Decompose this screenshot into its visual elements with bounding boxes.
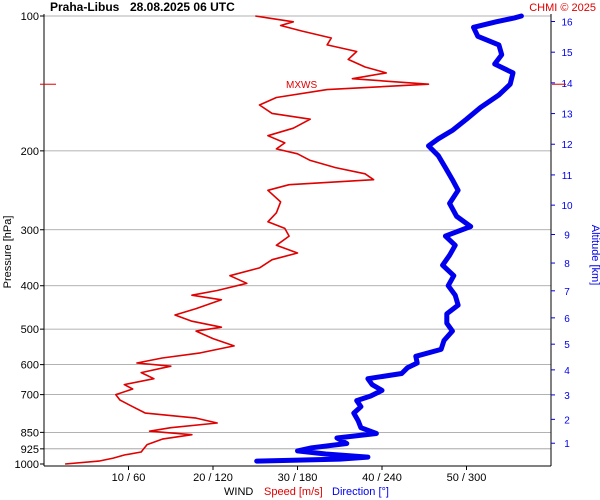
- altitude-tick-label: 6: [564, 314, 570, 325]
- speed-axis-label: Speed [m/s]: [264, 486, 323, 498]
- pressure-tick-label: 700: [21, 390, 39, 402]
- altitude-tick-label: 15: [561, 48, 573, 59]
- direction-axis-label: Direction [°]: [332, 486, 389, 498]
- datetime-title: 28.08.2025 06 UTC: [130, 0, 235, 14]
- pressure-tick-label: 300: [21, 225, 39, 237]
- pressure-tick-label: 400: [21, 281, 39, 293]
- altitude-tick-label: 3: [564, 391, 570, 402]
- altitude-tick-label: 9: [564, 231, 570, 242]
- pressure-tick-label: 100: [21, 11, 39, 23]
- altitude-tick-label: 11: [562, 171, 573, 182]
- altitude-tick-label: 16: [561, 18, 573, 29]
- altitude-axis-label: Altitude [km]: [589, 225, 600, 286]
- altitude-tick-label: 7: [564, 287, 570, 298]
- direction-series-line: [254, 13, 524, 464]
- altitude-tick-label: 1: [564, 439, 570, 450]
- credit-label: CHMI © 2025: [529, 2, 596, 14]
- wind-tick-label: 20 / 120: [193, 472, 233, 484]
- altitude-tick-label: 12: [561, 140, 573, 151]
- altitude-tick-label: 13: [561, 110, 573, 121]
- altitude-tick-label: 4: [564, 366, 570, 377]
- pressure-tick-label: 200: [21, 146, 39, 158]
- altitude-tick-label: 5: [564, 340, 570, 351]
- altitude-tick-label: 14: [561, 79, 573, 90]
- wind-series: [65, 13, 524, 465]
- pressure-tick-labels: 100 200 300 400 500 600 700 850 925 1000: [15, 11, 44, 471]
- altitude-tick-label: 8: [564, 259, 570, 270]
- altitude-tick-label: 2: [564, 415, 570, 426]
- speed-series-line: [65, 15, 430, 465]
- pressure-tick-label: 600: [21, 360, 39, 372]
- wind-axis-label: WIND: [224, 486, 253, 498]
- wind-tick-label: 40 / 240: [362, 472, 402, 484]
- station-title: Praha-Libus: [50, 0, 120, 14]
- pressure-tick-label: 500: [21, 324, 39, 336]
- wind-tick-label: 10 / 60: [112, 472, 146, 484]
- wind-tick-label: 30 / 180: [278, 472, 318, 484]
- altitude-tick-label: 10: [561, 201, 573, 212]
- wind-tick-label: 50 / 300: [447, 472, 487, 484]
- pressure-tick-label: 925: [21, 444, 39, 456]
- pressure-tick-label: 850: [21, 427, 39, 439]
- pressure-tick-label: 1000: [15, 459, 39, 471]
- mxws-annotation: MXWS: [286, 80, 317, 91]
- wind-tick-labels: 10 / 60 20 / 120 30 / 180 40 / 240 50 / 300: [112, 466, 487, 484]
- pressure-axis-label: Pressure [hPa]: [2, 216, 14, 289]
